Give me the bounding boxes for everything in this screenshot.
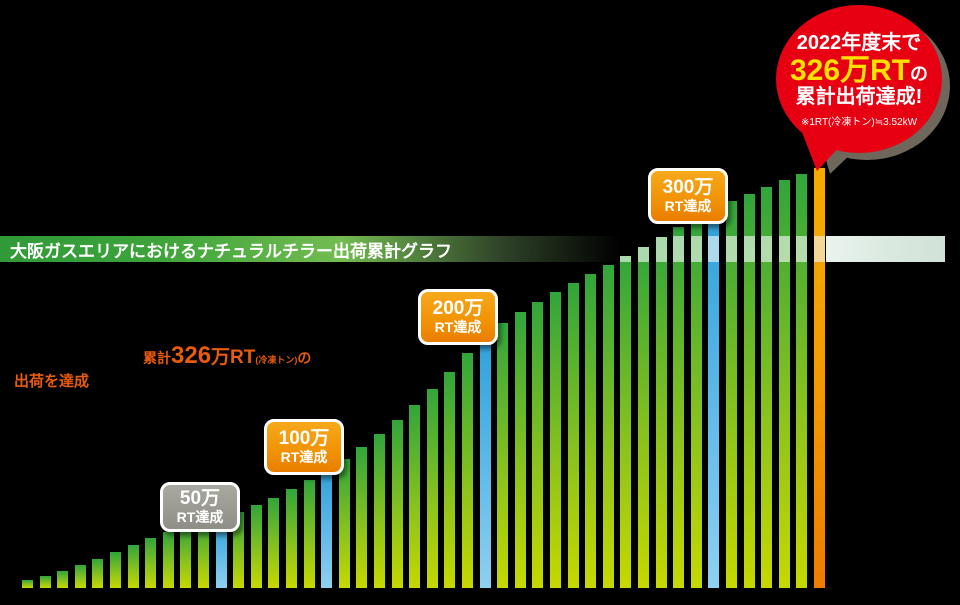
bar: [532, 302, 544, 588]
bar: [374, 434, 385, 588]
bar: [180, 527, 192, 588]
milestone-badge-label: RT達成: [434, 318, 482, 335]
bar: [74, 565, 86, 588]
balloon-value-line: 326万RTの: [790, 55, 928, 87]
milestone-badge-label: RT達成: [664, 197, 712, 214]
milestone-badge-label: RT達成: [176, 508, 224, 525]
milestone-badge-300万: 300万 RT達成: [648, 168, 728, 224]
bar: [145, 538, 157, 588]
bar-milestone: [215, 518, 227, 588]
bar: [638, 247, 649, 588]
bar: [761, 187, 773, 588]
bar: [497, 323, 509, 588]
bar: [286, 489, 297, 588]
bar-milestone: [479, 334, 491, 588]
milestone-badge-label: RT達成: [280, 448, 328, 465]
bar: [778, 180, 790, 588]
bar-milestone: [321, 470, 333, 588]
bar: [743, 194, 755, 588]
bar: [796, 174, 808, 588]
bar: [303, 480, 315, 588]
bar: [585, 274, 597, 588]
subtitle-prefix: 累計: [143, 350, 171, 366]
bar: [655, 237, 667, 588]
bar: [268, 498, 280, 588]
bar: [338, 459, 350, 588]
bar: [110, 552, 121, 588]
subtitle-value: 326: [171, 342, 212, 369]
milestone-badge-100万: 100万 RT達成: [264, 419, 344, 475]
subtitle-suffix: の: [297, 350, 312, 366]
bar: [198, 522, 209, 588]
bar: [233, 512, 245, 588]
chart-title: 大阪ガスエリアにおけるナチュラルチラー出荷累計グラフ: [10, 241, 452, 261]
bar: [409, 405, 421, 588]
bar: [250, 505, 262, 588]
bar: [127, 545, 139, 588]
bar: [567, 283, 579, 588]
bar: [391, 420, 403, 588]
bar-final-2022: [814, 168, 825, 588]
milestone-badge-50万: 50万 RT達成: [160, 482, 240, 532]
bar-milestone: [708, 208, 720, 588]
balloon-value: 326万RT: [789, 53, 911, 87]
subtitle-unit-note: (冷凍トン): [255, 355, 298, 365]
title-band-right-extension: [826, 236, 945, 262]
bar: [602, 265, 614, 588]
subtitle-line1: 累計326万RT(冷凍トン)の: [143, 342, 311, 370]
bar: [462, 353, 473, 588]
balloon-achievement-text: 累計出荷達成!: [795, 86, 923, 109]
milestone-badge-value: 50万: [179, 488, 221, 510]
balloon-year-text: 2022年度末で: [796, 31, 922, 54]
subtitle-unit: 万RT: [211, 347, 256, 368]
bar: [57, 571, 69, 588]
bar: [426, 389, 438, 588]
title-band: 大阪ガスエリアにおけるナチュラルチラー出荷累計グラフ: [0, 236, 620, 262]
bar: [92, 559, 104, 588]
balloon-value-suffix: の: [910, 63, 929, 84]
balloon-note: ※1RT(冷凍トン)≒3.52kW: [800, 117, 918, 129]
milestone-badge-value: 100万: [278, 428, 330, 450]
announcement-balloon: 2022年度末で 326万RTの 累計出荷達成! ※1RT(冷凍トン)≒3.52…: [776, 5, 942, 153]
bar: [673, 227, 685, 588]
bar: [620, 256, 632, 588]
bar: [22, 580, 33, 588]
bar: [39, 576, 51, 588]
bar: [690, 217, 702, 588]
bar: [162, 532, 174, 588]
bar: [726, 201, 737, 588]
bar: [444, 372, 456, 588]
bar: [356, 447, 368, 588]
bar: [514, 312, 526, 588]
bar: [550, 292, 561, 588]
subtitle-line2: 出荷を達成: [14, 373, 90, 390]
milestone-badge-200万: 200万 RT達成: [418, 289, 498, 345]
milestone-badge-value: 300万: [662, 177, 714, 199]
milestone-badge-value: 200万: [432, 298, 484, 320]
